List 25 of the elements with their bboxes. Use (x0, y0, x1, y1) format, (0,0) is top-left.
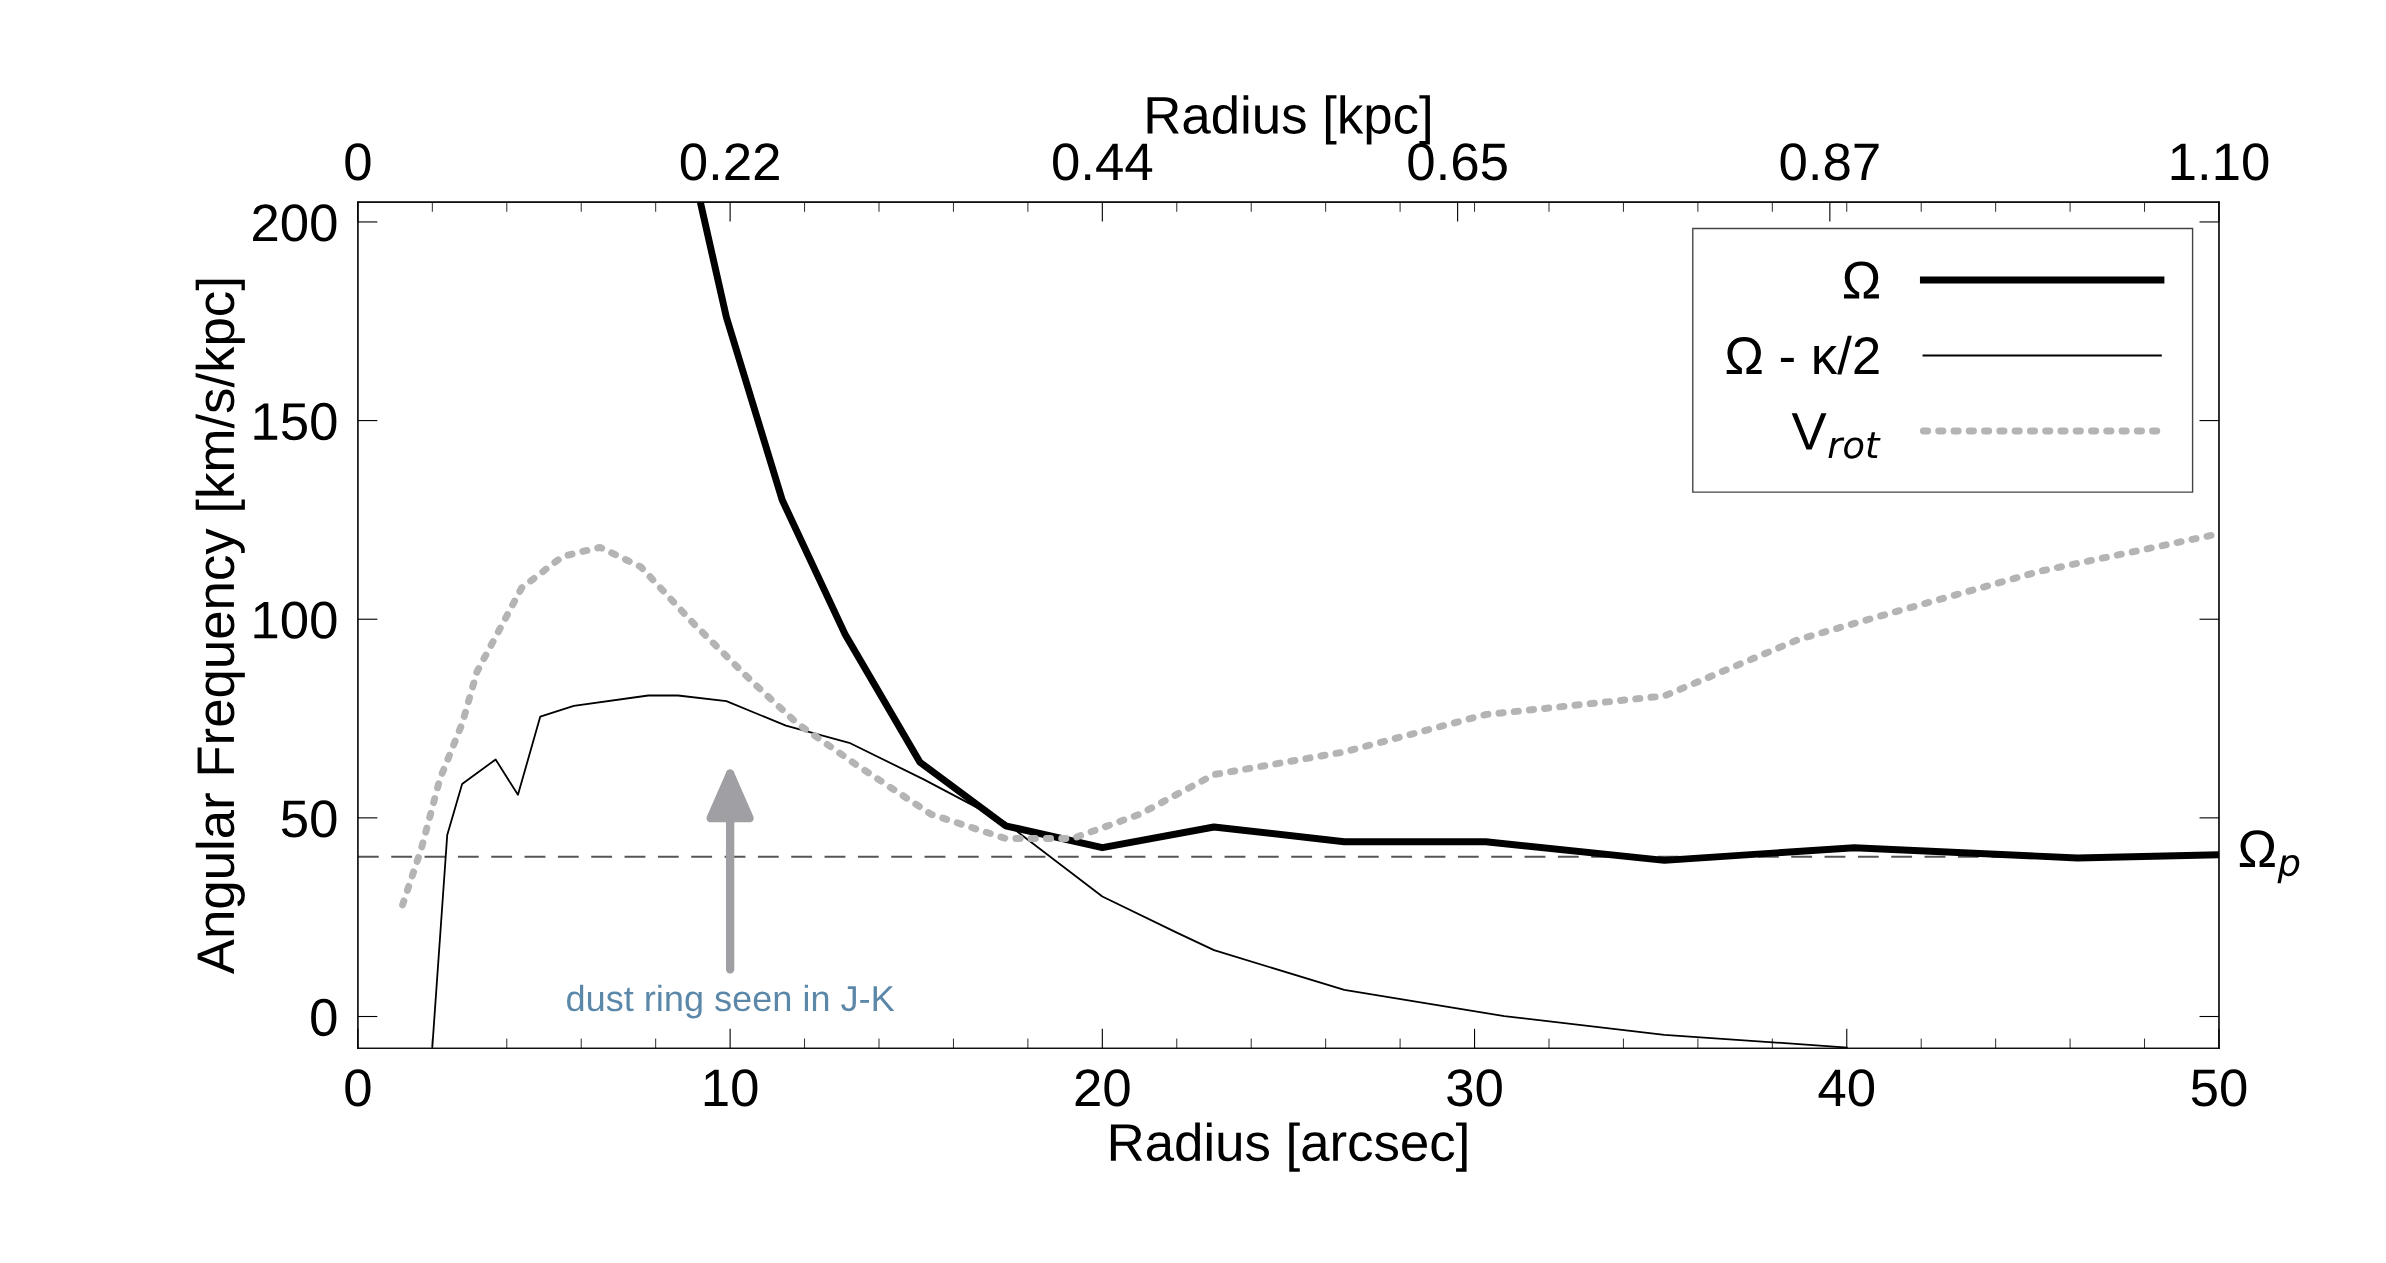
x-tick-label: 50 (2191, 1069, 2247, 1107)
y-tick-label: 0 (311, 998, 337, 1037)
y-tick-label: 100 (254, 601, 337, 639)
annotation: dust ring seen in J-K (567, 984, 895, 1019)
legend-label: Ω - κ/2 (1726, 335, 1879, 375)
y-tick-label: 50 (281, 800, 337, 838)
x2-tick-label: 1.10 (2171, 143, 2269, 181)
y-tick-label: 200 (253, 204, 337, 242)
x-tick-label: 10 (704, 1069, 758, 1107)
x2-tick-label: 0 (345, 143, 371, 181)
x2-tick-label: 0.65 (1408, 143, 1507, 181)
legend-label: V$_{rot}$ (1791, 413, 1881, 459)
x2-axis-title: Radius [kpc] (1147, 95, 1430, 145)
legend-label: Ω (1843, 261, 1879, 299)
x-tick-label: 30 (1447, 1069, 1502, 1107)
x-axis-title: Radius [arcsec] (1110, 1122, 1467, 1172)
x2-tick-label: 0.87 (1780, 143, 1879, 181)
x-tick-label: 0 (345, 1069, 371, 1107)
x-tick-label: 40 (1818, 1069, 1875, 1107)
x2-tick-label: 0.22 (680, 143, 779, 181)
x-tick-label: 20 (1075, 1069, 1130, 1107)
x2-tick-label: 0.44 (1053, 143, 1153, 181)
ref-line-label: Ω$_{p}$ (2239, 830, 2300, 884)
y-tick-label: 150 (254, 402, 337, 441)
y-axis-title: Angular Frequency [km/s/kpc] (195, 279, 245, 975)
